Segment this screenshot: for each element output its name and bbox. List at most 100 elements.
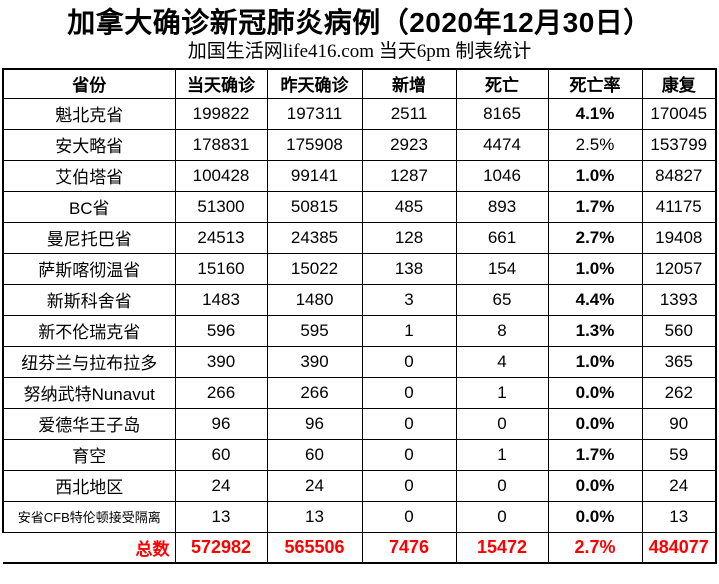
recovered-cell: 1393 bbox=[641, 283, 717, 316]
recovered-cell: 19408 bbox=[641, 221, 717, 254]
deaths-cell: 65 bbox=[455, 283, 549, 316]
table-row: 新斯科舍省 1483 1480 3 65 4.4% 1393 bbox=[2, 283, 717, 316]
deaths-cell: 8165 bbox=[455, 97, 549, 130]
table-row: 萨斯喀彻温省 15160 15022 138 154 1.0% 12057 bbox=[2, 252, 717, 285]
death-rate-cell: 2.5% bbox=[547, 128, 643, 161]
today-confirmed-cell: 24 bbox=[174, 469, 268, 502]
province-cell: BC省 bbox=[2, 190, 176, 223]
death-rate-cell: 4.4% bbox=[547, 283, 643, 316]
recovered-cell: 153799 bbox=[641, 128, 717, 161]
yesterday-confirmed-cell: 175908 bbox=[266, 128, 363, 161]
new-cases-cell: 1287 bbox=[361, 159, 457, 192]
province-cell: 爱德华王子岛 bbox=[2, 407, 176, 440]
recovered-cell: 59 bbox=[641, 438, 717, 471]
new-cases-cell: 0 bbox=[361, 376, 457, 409]
new-cases-cell: 485 bbox=[361, 190, 457, 223]
death-rate-cell: 1.3% bbox=[547, 314, 643, 347]
table-row: BC省 51300 50815 485 893 1.7% 41175 bbox=[2, 190, 717, 223]
deaths-cell: 893 bbox=[455, 190, 549, 223]
total-yesterday-confirmed-cell: 565506 bbox=[266, 531, 363, 564]
yesterday-confirmed-cell: 266 bbox=[266, 376, 363, 409]
today-confirmed-cell: 596 bbox=[174, 314, 268, 347]
yesterday-confirmed-cell: 15022 bbox=[266, 252, 363, 285]
total-death-rate-cell: 2.7% bbox=[547, 531, 643, 564]
today-confirmed-cell: 24513 bbox=[174, 221, 268, 254]
death-rate-cell: 0.0% bbox=[547, 469, 643, 502]
recovered-cell: 41175 bbox=[641, 190, 717, 223]
column-header-province: 省份 bbox=[2, 68, 176, 99]
recovered-cell: 24 bbox=[641, 469, 717, 502]
death-rate-cell: 1.0% bbox=[547, 252, 643, 285]
column-header-death-rate: 死亡率 bbox=[547, 68, 643, 99]
recovered-cell: 262 bbox=[641, 376, 717, 409]
deaths-cell: 0 bbox=[455, 407, 549, 440]
deaths-cell: 8 bbox=[455, 314, 549, 347]
recovered-cell: 12057 bbox=[641, 252, 717, 285]
yesterday-confirmed-cell: 1480 bbox=[266, 283, 363, 316]
page-title: 加拿大确诊新冠肺炎病例（2020年12月30日） bbox=[67, 7, 652, 38]
today-confirmed-cell: 266 bbox=[174, 376, 268, 409]
recovered-cell: 560 bbox=[641, 314, 717, 347]
table-row: 纽芬兰与拉布拉多 390 390 0 4 1.0% 365 bbox=[2, 345, 717, 378]
recovered-cell: 90 bbox=[641, 407, 717, 440]
yesterday-confirmed-cell: 13 bbox=[266, 500, 363, 533]
deaths-cell: 154 bbox=[455, 252, 549, 285]
table-row: 曼尼托巴省 24513 24385 128 661 2.7% 19408 bbox=[2, 221, 717, 254]
province-cell: 安省CFB特伦顿接受隔离 bbox=[2, 500, 176, 533]
total-new-cases-cell: 7476 bbox=[361, 531, 457, 564]
deaths-cell: 1 bbox=[455, 376, 549, 409]
deaths-cell: 4474 bbox=[455, 128, 549, 161]
deaths-cell: 0 bbox=[455, 500, 549, 533]
death-rate-cell: 1.7% bbox=[547, 190, 643, 223]
new-cases-cell: 0 bbox=[361, 469, 457, 502]
column-header-deaths: 死亡 bbox=[455, 68, 549, 99]
death-rate-cell: 0.0% bbox=[547, 500, 643, 533]
today-confirmed-cell: 60 bbox=[174, 438, 268, 471]
death-rate-cell: 1.7% bbox=[547, 438, 643, 471]
table-row: 爱德华王子岛 96 96 0 0 0.0% 90 bbox=[2, 407, 717, 440]
yesterday-confirmed-cell: 24 bbox=[266, 469, 363, 502]
province-cell: 纽芬兰与拉布拉多 bbox=[2, 345, 176, 378]
table-row: 努纳武特Nunavut 266 266 0 1 0.0% 262 bbox=[2, 376, 717, 409]
new-cases-cell: 0 bbox=[361, 407, 457, 440]
today-confirmed-cell: 178831 bbox=[174, 128, 268, 161]
death-rate-cell: 0.0% bbox=[547, 407, 643, 440]
page-subtitle: 加国生活网life416.com 当天6pm 制表统计 bbox=[187, 41, 532, 62]
column-header-today-confirmed: 当天确诊 bbox=[174, 68, 268, 99]
today-confirmed-cell: 51300 bbox=[174, 190, 268, 223]
deaths-cell: 4 bbox=[455, 345, 549, 378]
death-rate-cell: 4.1% bbox=[547, 97, 643, 130]
today-confirmed-cell: 390 bbox=[174, 345, 268, 378]
covid-stats-table: 省份 当天确诊 昨天确诊 新增 死亡 死亡率 康复 魁北克省 199822 1973… bbox=[2, 68, 717, 564]
death-rate-cell: 1.0% bbox=[547, 159, 643, 192]
deaths-cell: 0 bbox=[455, 469, 549, 502]
new-cases-cell: 0 bbox=[361, 345, 457, 378]
province-cell: 艾伯塔省 bbox=[2, 159, 176, 192]
table-row: 育空 60 60 0 1 1.7% 59 bbox=[2, 438, 717, 471]
province-cell: 育空 bbox=[2, 438, 176, 471]
today-confirmed-cell: 100428 bbox=[174, 159, 268, 192]
total-recovered-cell: 484077 bbox=[641, 531, 717, 564]
death-rate-cell: 1.0% bbox=[547, 345, 643, 378]
yesterday-confirmed-cell: 99141 bbox=[266, 159, 363, 192]
province-cell: 曼尼托巴省 bbox=[2, 221, 176, 254]
province-cell: 新不伦瑞克省 bbox=[2, 314, 176, 347]
table-row: 新不伦瑞克省 596 595 1 8 1.3% 560 bbox=[2, 314, 717, 347]
table-body: 魁北克省 199822 197311 2511 8165 4.1% 170045 安大略省 17… bbox=[2, 97, 717, 533]
total-today-confirmed-cell: 572982 bbox=[174, 531, 268, 564]
death-rate-cell: 0.0% bbox=[547, 376, 643, 409]
today-confirmed-cell: 15160 bbox=[174, 252, 268, 285]
death-rate-cell: 2.7% bbox=[547, 221, 643, 254]
new-cases-cell: 138 bbox=[361, 252, 457, 285]
today-confirmed-cell: 13 bbox=[174, 500, 268, 533]
table-row: 安大略省 178831 175908 2923 4474 2.5% 153799 bbox=[2, 128, 717, 161]
recovered-cell: 13 bbox=[641, 500, 717, 533]
total-deaths-cell: 15472 bbox=[455, 531, 549, 564]
province-cell: 新斯科舍省 bbox=[2, 283, 176, 316]
province-cell: 魁北克省 bbox=[2, 97, 176, 130]
yesterday-confirmed-cell: 390 bbox=[266, 345, 363, 378]
yesterday-confirmed-cell: 197311 bbox=[266, 97, 363, 130]
column-header-yesterday-confirmed: 昨天确诊 bbox=[266, 68, 363, 99]
yesterday-confirmed-cell: 595 bbox=[266, 314, 363, 347]
new-cases-cell: 1 bbox=[361, 314, 457, 347]
